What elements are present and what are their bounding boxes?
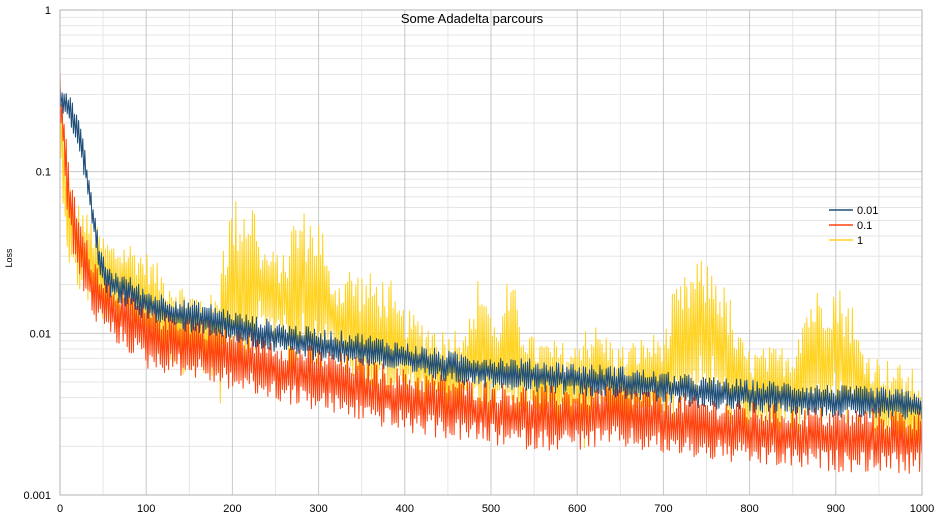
y-tick-label: 0.001 — [23, 490, 51, 502]
legend: 0.01 0.1 1 — [829, 205, 878, 247]
x-tick-label: 300 — [309, 503, 327, 515]
x-tick-label: 500 — [482, 503, 500, 515]
x-tick-label: 800 — [740, 503, 758, 515]
legend-label-0.1: 0.1 — [857, 220, 872, 232]
series-line-0.01 — [59, 87, 923, 420]
legend-label-0.01: 0.01 — [857, 205, 878, 217]
x-tick-label: 200 — [223, 503, 241, 515]
x-tick-label: 100 — [137, 503, 155, 515]
x-axis-ticks: 0 100 200 300 400 500 600 700 800 900 1000 — [57, 503, 934, 515]
x-tick-label: 700 — [654, 503, 672, 515]
y-axis-ticks: 0.001 0.01 0.1 1 — [23, 5, 51, 502]
y-tick-label: 0.01 — [30, 328, 51, 340]
plot-area-border — [59, 9, 923, 496]
x-tick-label: 900 — [827, 503, 845, 515]
y-axis-title: Loss — [4, 248, 14, 268]
x-tick-label: 0 — [57, 503, 63, 515]
y-tick-label: 1 — [45, 5, 51, 17]
legend-label-1: 1 — [857, 235, 863, 247]
x-tick-label: 600 — [568, 503, 586, 515]
chart-title: Some Adadelta parcours — [401, 11, 544, 26]
series-line-0.1 — [59, 70, 923, 474]
x-tick-label: 1000 — [910, 503, 934, 515]
series-lines — [59, 70, 923, 474]
x-tick-label: 400 — [396, 503, 414, 515]
y-tick-label: 0.1 — [36, 167, 51, 179]
